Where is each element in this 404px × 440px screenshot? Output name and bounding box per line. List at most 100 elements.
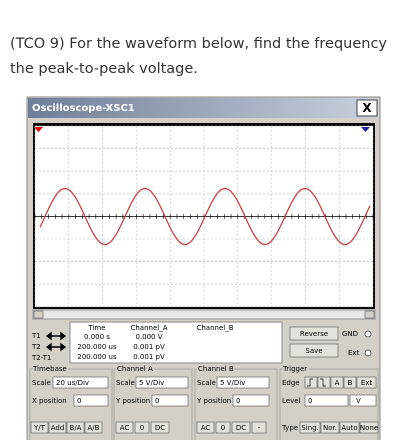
button[interactable] (289, 343, 339, 358)
button[interactable] (66, 421, 85, 434)
scroll-left[interactable] (33, 310, 44, 319)
edge-rising[interactable] (304, 376, 318, 389)
button[interactable] (215, 421, 231, 434)
field-label: Y position (196, 397, 231, 405)
button[interactable] (30, 421, 49, 434)
button[interactable] (289, 326, 339, 341)
input-value[interactable]: 5 V/Div (220, 379, 245, 387)
button[interactable] (48, 421, 67, 434)
edge-icon (307, 378, 313, 387)
input-value[interactable]: 0 (308, 397, 312, 405)
button[interactable] (320, 421, 340, 434)
button-label[interactable]: 0 (221, 424, 225, 432)
field-label: X position (32, 397, 67, 405)
waveform (39, 187, 371, 246)
group-title: Trigger (282, 365, 307, 373)
field-label: Y position (115, 397, 150, 405)
input[interactable] (52, 376, 109, 389)
input[interactable] (304, 394, 349, 407)
close-label[interactable]: X (362, 101, 372, 115)
field-label: Level (282, 397, 301, 405)
button-label[interactable]: B (348, 379, 353, 387)
cursor-label: T2-T1 (31, 354, 51, 362)
button[interactable] (339, 421, 360, 434)
button-label[interactable]: Auto (341, 424, 357, 432)
cursor-label: T1 (31, 332, 41, 340)
button[interactable] (330, 376, 344, 389)
readout-header: Channel_B (196, 324, 233, 332)
group-title: Channel A (117, 365, 153, 373)
input-value[interactable]: 20 us/Div (56, 379, 89, 387)
cursor-label: T2 (31, 343, 41, 351)
radio-label[interactable]: GND (342, 330, 358, 338)
button[interactable] (343, 376, 357, 389)
unit-select[interactable] (349, 394, 377, 407)
cursor-t1[interactable] (34, 127, 43, 132)
readout-value: 200.000 us (77, 343, 117, 351)
button-label[interactable]: None (360, 424, 378, 432)
input[interactable] (135, 376, 189, 389)
input-value[interactable]: 0 (77, 397, 81, 405)
edge-falling[interactable] (317, 376, 331, 389)
button-label[interactable]: Ext (361, 379, 373, 387)
button[interactable] (251, 421, 267, 434)
button[interactable] (115, 421, 134, 434)
cursor-arrows[interactable] (45, 331, 67, 341)
question-line: (TCO 9) For the waveform below, find the… (10, 36, 387, 52)
button[interactable] (134, 421, 150, 434)
radio[interactable] (364, 349, 372, 357)
radio-label[interactable]: Ext (348, 349, 360, 357)
button-label[interactable]: DC (155, 424, 165, 432)
readout-value: 0.000 s (84, 333, 110, 341)
field-label: Scale (116, 379, 135, 387)
readout-value: 0.001 pV (133, 353, 165, 361)
question-line: the peak-to-peak voltage. (10, 61, 198, 77)
button-label[interactable]: A (335, 379, 340, 387)
readout-value: 0.001 pV (133, 343, 165, 351)
button-label[interactable]: Save (305, 347, 322, 355)
scroll-right[interactable] (364, 310, 375, 319)
button[interactable] (359, 421, 379, 434)
group-title: Timebase (32, 365, 67, 373)
radio[interactable] (364, 330, 372, 338)
button[interactable] (299, 421, 321, 434)
scrollbar[interactable] (32, 309, 376, 320)
input[interactable] (216, 376, 270, 389)
button-label[interactable]: Sing. (301, 424, 319, 432)
input-value[interactable]: 0 (236, 397, 240, 405)
button[interactable] (231, 421, 251, 434)
field-label: Scale (32, 379, 51, 387)
button-label[interactable]: Reverse (300, 330, 328, 338)
input-value[interactable]: 5 V/Div (139, 379, 164, 387)
oscilloscope-window: Oscilloscope-XSC1 X (26, 96, 381, 440)
readout-value: 0.000 V (135, 333, 162, 341)
cursor-arrows[interactable] (45, 342, 67, 352)
button[interactable] (356, 376, 377, 389)
button-label[interactable]: Y/T (33, 424, 46, 432)
button[interactable] (84, 421, 103, 434)
input[interactable] (151, 394, 189, 407)
button[interactable] (150, 421, 170, 434)
button-label[interactable]: Nor. (323, 424, 337, 432)
readout-panel (69, 321, 283, 364)
group-frame (29, 368, 113, 440)
button-label[interactable]: AC (120, 424, 130, 432)
input[interactable] (73, 394, 109, 407)
button-label[interactable]: DC (236, 424, 246, 432)
group-title: Channel B (198, 365, 234, 373)
unit-label[interactable]: V (356, 397, 361, 405)
close-button[interactable] (356, 99, 378, 117)
button-label[interactable]: B/A (70, 424, 82, 432)
button[interactable] (196, 421, 215, 434)
button-label[interactable]: AC (201, 424, 211, 432)
input-value[interactable]: 0 (155, 397, 159, 405)
window-title: Oscilloscope-XSC1 (32, 103, 135, 114)
button-label[interactable]: Add (51, 424, 65, 432)
cursor-t2[interactable] (361, 127, 370, 132)
edge-icon (320, 378, 326, 387)
button-label[interactable]: 0 (140, 424, 144, 432)
button-label[interactable]: A/B (88, 424, 100, 432)
button-label[interactable]: - (258, 424, 261, 432)
input[interactable] (232, 394, 270, 407)
